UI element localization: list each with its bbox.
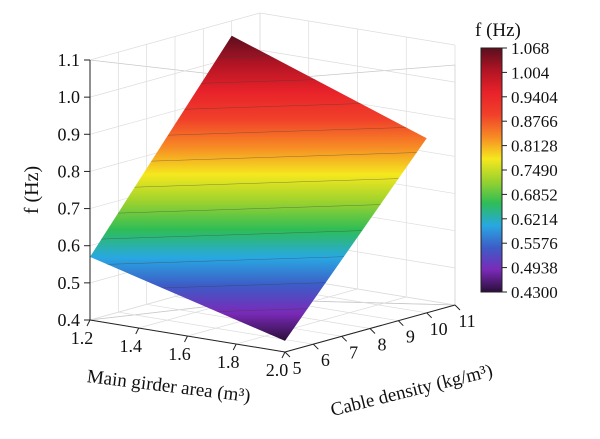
contour-line <box>99 48 427 62</box>
colorbar-label: 0.5576 <box>511 234 558 253</box>
y-tick-label: 10 <box>430 319 448 339</box>
y-tick-label: 5 <box>293 358 302 378</box>
y-tick-label: 6 <box>321 350 330 370</box>
z-tick-label: 0.8 <box>58 161 81 181</box>
colorbar-label: 0.6214 <box>511 210 558 229</box>
z-ticks: 0.4 0.5 0.6 0.7 0.8 0.9 1.0 1.1 <box>58 50 90 330</box>
z-tick-label: 1.0 <box>58 87 81 107</box>
colorbar-labels: 1.068 1.004 0.9404 0.8766 0.8128 0.7490 0.6852… <box>502 39 558 302</box>
colorbar <box>480 47 503 293</box>
colorbar-label: 0.4938 <box>511 259 558 278</box>
colorbar-title: f (Hz) <box>475 20 521 41</box>
colorbar-label: 0.6852 <box>511 185 558 204</box>
y-tick <box>397 320 404 327</box>
y-tick <box>341 335 348 342</box>
y-tick-label: 9 <box>406 327 415 347</box>
colorbar-label: 0.4300 <box>511 283 558 302</box>
y-tick-label: 7 <box>349 342 358 362</box>
colorbar-label: 0.7490 <box>511 161 558 180</box>
y-tick <box>369 328 376 334</box>
colorbar-label: 1.068 <box>511 39 549 58</box>
z-tick-label: 1.1 <box>58 50 81 70</box>
x-tick <box>184 335 188 343</box>
x-tick <box>281 351 286 359</box>
y-tick-label: 8 <box>378 335 387 355</box>
y-tick <box>312 343 319 350</box>
z-tick-label: 0.9 <box>58 124 81 144</box>
x-axis-label: Main girder area (m³) <box>86 366 252 407</box>
colorbar-label: 1.004 <box>511 63 550 82</box>
z-axis-label: f (Hz) <box>21 166 43 214</box>
y-ticks: 5 6 7 8 9 10 11 <box>284 304 476 378</box>
x-tick-label: 2.0 <box>266 360 289 380</box>
y-axis-label: Cable density (kg/m³) <box>329 360 495 421</box>
x-tick <box>232 343 237 351</box>
y-tick-label: 11 <box>458 311 475 331</box>
colorbar-label: 0.8128 <box>511 137 558 156</box>
contour-line <box>99 150 427 164</box>
x-tick-label: 1.4 <box>120 336 143 356</box>
colorbar-label: 0.8766 <box>511 112 558 131</box>
z-tick-label: 0.5 <box>58 273 81 293</box>
z-tick-label: 0.4 <box>58 310 81 330</box>
z-tick-label: 0.6 <box>58 236 81 256</box>
surface-plane <box>90 35 427 341</box>
y-tick <box>426 312 433 319</box>
y-tick <box>454 304 461 311</box>
x-tick-label: 1.2 <box>71 328 94 348</box>
colorbar-label: 0.9404 <box>511 88 558 107</box>
x-ticks: 1.2 1.4 1.6 1.8 2.0 <box>71 319 289 380</box>
y-tick <box>284 351 291 358</box>
x-tick <box>86 319 91 327</box>
x-tick-label: 1.6 <box>168 344 191 364</box>
x-tick <box>135 327 140 335</box>
z-tick-label: 0.7 <box>58 199 81 219</box>
x-tick-label: 1.8 <box>217 352 240 372</box>
